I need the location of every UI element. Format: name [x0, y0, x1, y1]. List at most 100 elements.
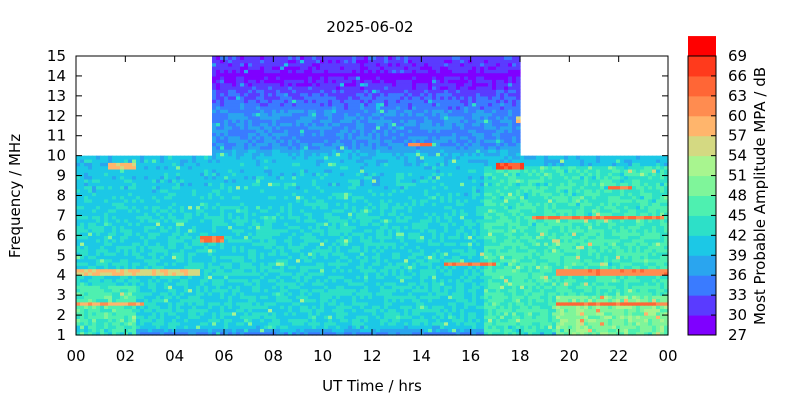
heatmap-cell: [340, 261, 345, 266]
heatmap-cell: [540, 298, 545, 303]
heatmap-cell: [432, 315, 437, 319]
heatmap-cell: [524, 308, 529, 313]
heatmap-cell: [556, 325, 561, 329]
heatmap-cell: [344, 301, 349, 306]
heatmap-cell: [364, 305, 369, 310]
heatmap-cell: [108, 232, 113, 236]
heatmap-cell: [228, 291, 233, 296]
heatmap-cell: [488, 291, 493, 296]
heatmap-cell: [328, 328, 333, 333]
heatmap-cell: [540, 271, 545, 276]
heatmap-cell: [288, 268, 293, 273]
heatmap-cell: [332, 225, 337, 230]
heatmap-cell: [552, 305, 557, 310]
heatmap-cell: [100, 238, 105, 243]
heatmap-cell: [592, 258, 597, 263]
heatmap-cell: [628, 242, 633, 246]
heatmap-cell: [568, 295, 573, 300]
heatmap-cell: [564, 275, 569, 280]
heatmap-cell: [404, 265, 409, 270]
heatmap-cell: [116, 225, 121, 230]
heatmap-cell: [452, 245, 457, 250]
heatmap-cell: [352, 251, 357, 256]
heatmap-cell: [280, 261, 285, 266]
heatmap-cell: [656, 318, 661, 323]
heatmap-cell: [564, 301, 569, 306]
heatmap-cell: [424, 321, 429, 326]
heatmap-cell: [356, 281, 361, 286]
heatmap-cell: [616, 301, 621, 306]
heatmap-cell: [240, 238, 245, 243]
heatmap-cell: [108, 268, 113, 273]
heatmap-cell: [660, 328, 665, 333]
heatmap-cell: [532, 321, 537, 326]
heatmap-cell: [568, 268, 573, 273]
heatmap-cell: [192, 295, 197, 300]
heatmap-cell: [236, 265, 241, 270]
heatmap-cell: [492, 238, 497, 243]
heatmap-cell: [600, 331, 605, 336]
heatmap-cell: [268, 255, 273, 260]
heatmap-cell: [556, 301, 561, 306]
heatmap-cell: [364, 281, 369, 286]
heatmap-cell: [284, 311, 289, 316]
heatmap-cell: [468, 271, 473, 276]
heatmap-cell: [192, 311, 197, 316]
heatmap-cell: [560, 331, 565, 336]
heatmap-cell: [460, 278, 465, 283]
heatmap-cell: [464, 331, 469, 336]
heatmap-cell: [276, 301, 281, 306]
heatmap-cell: [236, 235, 241, 240]
heatmap-cell: [340, 232, 345, 236]
heatmap-cell: [120, 305, 125, 310]
heatmap-cell: [244, 325, 249, 329]
heatmap-cell: [212, 271, 217, 276]
heatmap-cell: [656, 305, 661, 310]
heatmap-cell: [608, 288, 613, 293]
heatmap-cell: [212, 268, 217, 273]
heatmap-cell: [480, 298, 485, 303]
heatmap-cell: [184, 298, 189, 303]
heatmap-cell: [448, 281, 453, 286]
heatmap-cell: [608, 301, 613, 306]
heatmap-cell: [180, 308, 185, 313]
heatmap-cell: [192, 238, 197, 243]
heatmap-cell: [324, 261, 329, 266]
heatmap-cell: [496, 248, 501, 253]
heatmap-cell: [568, 232, 573, 236]
heatmap-cell: [212, 232, 217, 236]
heatmap-cell: [548, 268, 553, 273]
heatmap-cell: [408, 318, 413, 323]
heatmap-cell: [452, 331, 457, 336]
heatmap-cell: [152, 295, 157, 300]
heatmap-cell: [228, 281, 233, 286]
heatmap-cell: [196, 318, 201, 323]
heatmap-cell: [76, 321, 81, 326]
heatmap-cell: [160, 291, 165, 296]
heatmap-cell: [104, 248, 109, 253]
heatmap-cell: [576, 291, 581, 296]
heatmap-cell: [628, 318, 633, 323]
heatmap-cell: [472, 281, 477, 286]
heatmap-cell: [372, 278, 377, 283]
heatmap-cell: [152, 311, 157, 316]
heatmap-cell: [236, 295, 241, 300]
heatmap-cell: [540, 245, 545, 250]
heatmap-cell: [340, 222, 345, 226]
heatmap-cell: [504, 275, 509, 280]
heatmap-cell: [348, 261, 353, 266]
heatmap-cell: [396, 311, 401, 316]
heatmap-cell: [344, 328, 349, 333]
heatmap-cell: [404, 301, 409, 306]
heatmap-cell: [612, 258, 617, 263]
heatmap-cell: [320, 245, 325, 250]
heatmap-cell: [336, 235, 341, 240]
heatmap-cell: [324, 275, 329, 280]
heatmap-cell: [252, 228, 257, 233]
heatmap-cell: [648, 331, 653, 336]
heatmap-cell: [76, 238, 81, 243]
heatmap-cell: [404, 311, 409, 316]
heatmap-cell: [548, 242, 553, 246]
heatmap-cell: [472, 242, 477, 246]
heatmap-cell: [496, 278, 501, 283]
